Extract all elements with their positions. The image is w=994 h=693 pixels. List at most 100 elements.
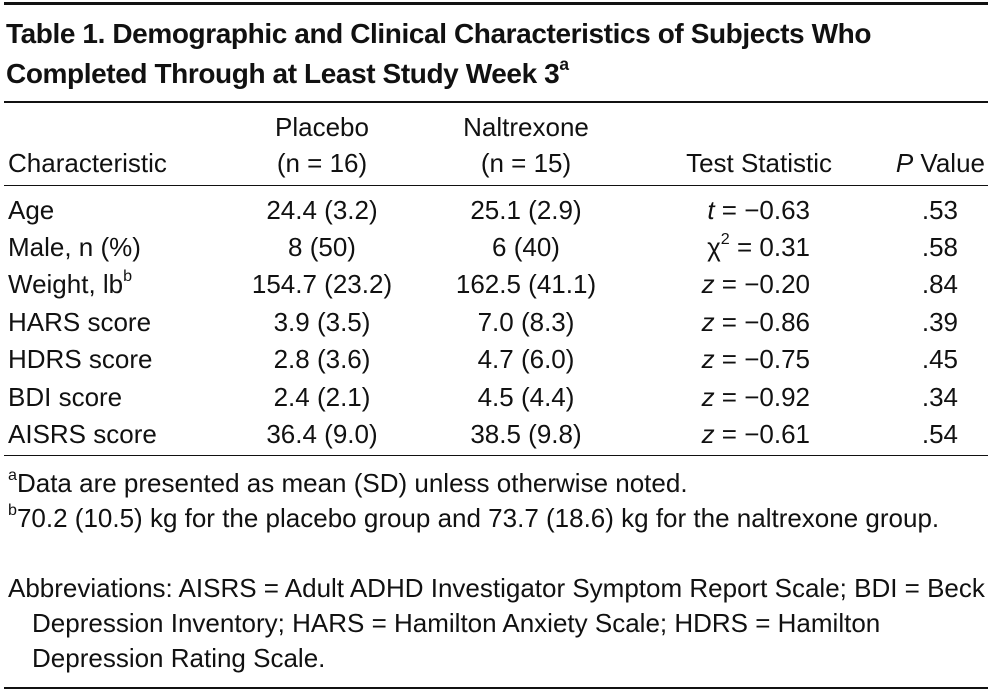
footnote-marker: b <box>123 267 133 286</box>
p-value-cell: .39 <box>922 304 958 341</box>
header-cell: Placebo <box>172 109 472 146</box>
statistic-cell: z = −0.92 <box>702 379 810 416</box>
row-label-cell: Male, n (%) <box>8 229 141 266</box>
body-rule <box>4 455 988 456</box>
naltrexone-cell: 7.0 (8.3) <box>376 304 676 341</box>
cell-value: 3.9 (3.5) <box>273 306 371 337</box>
top-rule <box>4 2 988 5</box>
cell-value: .34 <box>921 381 958 412</box>
row-label-cell: Weight, lbb <box>8 266 132 303</box>
cell-value: 36.4 (9.0) <box>266 418 378 449</box>
footnote: b70.2 (10.5) kg for the placebo group an… <box>8 501 992 536</box>
p-value-cell: .45 <box>922 341 958 378</box>
placebo-cell: 2.8 (3.6) <box>172 341 472 378</box>
naltrexone-cell: 4.7 (6.0) <box>376 341 676 378</box>
cell-value: 154.7 (23.2) <box>251 269 393 300</box>
cell-value: 8 (50) <box>288 231 356 262</box>
placebo-cell: 24.4 (3.2) <box>172 192 472 229</box>
header-cell: Test Statistic <box>686 145 832 182</box>
row-label: HARS score <box>8 306 152 337</box>
header-text: Placebo <box>275 111 369 142</box>
p-value-cell: .84 <box>922 266 958 303</box>
statistic-symbol: t <box>707 194 715 225</box>
table-title: Table 1. Demographic and Clinical Charac… <box>6 14 992 94</box>
statistic-symbol: z <box>701 381 715 412</box>
cell-value: 2.4 (2.1) <box>273 381 371 412</box>
p-value-cell: .34 <box>922 379 958 416</box>
header-symbol: P <box>895 147 914 178</box>
cell-value: 25.1 (2.9) <box>470 194 582 225</box>
statistic-cell: z = −0.20 <box>702 266 810 303</box>
header-text: (n = 16) <box>276 147 368 178</box>
placebo-cell: 2.4 (2.1) <box>172 379 472 416</box>
statistic-value: = −0.61 <box>714 418 810 449</box>
row-label: Weight, lb <box>8 269 124 300</box>
cell-value: .45 <box>921 344 958 375</box>
statistic-symbol: z <box>701 344 715 375</box>
cell-value: 24.4 (3.2) <box>266 194 378 225</box>
title-text: Table 1. Demographic and Clinical Charac… <box>6 18 872 89</box>
p-value-cell: .53 <box>922 192 958 229</box>
cell-value: .54 <box>921 418 958 449</box>
row-label: BDI score <box>8 381 123 412</box>
row-label-cell: AISRS score <box>8 416 157 453</box>
footnote-text: Data are presented as mean (SD) unless o… <box>16 468 688 498</box>
cell-value: 38.5 (9.8) <box>470 418 582 449</box>
row-label-cell: HDRS score <box>8 341 152 378</box>
header-rule <box>4 185 988 186</box>
naltrexone-cell: 25.1 (2.9) <box>376 192 676 229</box>
statistic-symbol: χ <box>707 231 721 262</box>
footnote-text: 70.2 (10.5) kg for the placebo group and… <box>16 503 940 533</box>
row-label-cell: BDI score <box>8 379 122 416</box>
naltrexone-cell: 6 (40) <box>376 229 676 266</box>
bottom-rule <box>4 687 988 689</box>
cell-value: .39 <box>921 306 958 337</box>
footnote-marker: b <box>8 500 17 519</box>
statistic-cell: t = −0.63 <box>707 192 810 229</box>
naltrexone-cell: 162.5 (41.1) <box>376 266 676 303</box>
row-label: Male, n (%) <box>8 231 141 262</box>
footnote: aData are presented as mean (SD) unless … <box>8 466 992 501</box>
row-label: HDRS score <box>8 344 153 375</box>
header-text: Test Statistic <box>686 147 832 178</box>
statistic-cell: z = −0.86 <box>702 304 810 341</box>
p-value-cell: .54 <box>922 416 958 453</box>
cell-value: 7.0 (8.3) <box>477 306 575 337</box>
statistic-value: = −0.86 <box>714 306 810 337</box>
statistic-cell: z = −0.61 <box>702 416 810 453</box>
placebo-cell: 8 (50) <box>172 229 472 266</box>
header-text: Naltrexone <box>463 111 589 142</box>
cell-value: 4.7 (6.0) <box>477 344 575 375</box>
placebo-cell: 154.7 (23.2) <box>172 266 472 303</box>
header-text: (n = 15) <box>480 147 572 178</box>
statistic-symbol: z <box>701 418 715 449</box>
statistic-value: = −0.92 <box>714 381 810 412</box>
footnote-marker: a <box>8 465 17 484</box>
cell-value: 4.5 (4.4) <box>477 381 575 412</box>
row-label: Age <box>8 194 55 225</box>
cell-value: .53 <box>921 194 958 225</box>
row-label-cell: Age <box>8 192 54 229</box>
statistic-value: = −0.75 <box>714 344 810 375</box>
naltrexone-cell: 38.5 (9.8) <box>376 416 676 453</box>
statistic-symbol: z <box>701 269 715 300</box>
footnote: Abbreviations: AISRS = Adult ADHD Invest… <box>8 571 992 676</box>
cell-value: .58 <box>921 231 958 262</box>
row-label-cell: HARS score <box>8 304 151 341</box>
header-cell: Characteristic <box>8 145 167 182</box>
statistic-exponent: 2 <box>720 229 730 248</box>
title-rule <box>4 101 988 103</box>
statistic-value: = −0.63 <box>714 194 810 225</box>
header-cell: (n = 16) <box>172 145 472 182</box>
statistic-symbol: z <box>701 306 715 337</box>
row-label: AISRS score <box>8 418 157 449</box>
header-cell: Naltrexone <box>376 109 676 146</box>
statistic-value: = −0.20 <box>714 269 810 300</box>
placebo-cell: 36.4 (9.0) <box>172 416 472 453</box>
statistic-value: = 0.31 <box>729 231 810 262</box>
naltrexone-cell: 4.5 (4.4) <box>376 379 676 416</box>
header-text: Characteristic <box>8 147 167 178</box>
cell-value: 2.8 (3.6) <box>273 344 371 375</box>
statistic-cell: z = −0.75 <box>702 341 810 378</box>
